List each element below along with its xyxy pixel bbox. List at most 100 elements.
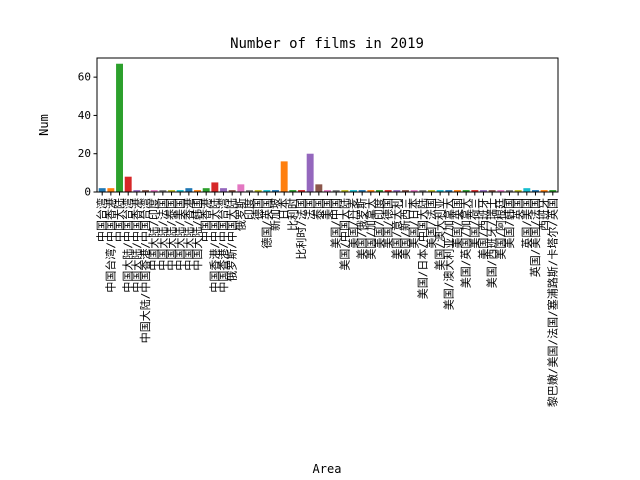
x-tick-label: 中国香港/中国台湾 [216, 198, 230, 293]
x-tick-label: 中国大陆/印度 [147, 198, 161, 271]
bar [549, 190, 557, 192]
bar [133, 190, 141, 192]
x-tick-label: 英国/美国/法国 [528, 198, 542, 277]
x-tick-label: 美国/法国 [424, 198, 438, 249]
x-tick-label: 美国/意大利 [389, 198, 403, 260]
x-tick-label: 中国香港/中国大陆 [207, 198, 221, 293]
bar [532, 190, 539, 192]
x-tick-label: 中国台湾 [95, 198, 109, 242]
x-tick-label: 中国香港 [200, 198, 213, 242]
x-tick-label: 英国/美国 [519, 198, 533, 249]
bar [454, 190, 461, 192]
bar [410, 190, 418, 192]
bar [480, 190, 487, 192]
bar [315, 184, 323, 192]
y-axis: 0 20 40 60 [78, 71, 97, 199]
x-tick-label: 中国大陆/香港 [181, 198, 195, 271]
x-tick-label: 中国大陆/中国香港/中国台湾 [138, 198, 152, 343]
bar [506, 190, 513, 192]
bar [202, 188, 210, 192]
x-tick-label: 美国/西班牙 [477, 198, 490, 260]
bar [350, 190, 357, 192]
bar [393, 190, 401, 192]
x-tick-label: 中国大陆/韩国 [190, 198, 204, 271]
x-tick-label: 德国/英国 [259, 198, 273, 249]
x-tick-label: 美国/中国 [330, 198, 343, 249]
x-tick-label: 美国/荷兰 [468, 198, 481, 249]
x-tick-label: 美国/阿根廷 [493, 198, 507, 260]
bar [376, 190, 383, 192]
x-tick-label: 中国大陆/法国 [155, 198, 169, 271]
bar [116, 63, 123, 192]
x-tick-label: 日本 [277, 198, 291, 220]
bar [272, 190, 279, 192]
x-tick-label: 德国 [251, 198, 265, 220]
bar [488, 190, 496, 192]
bar [142, 190, 149, 192]
bar [107, 188, 115, 192]
bar [332, 190, 340, 192]
bar [280, 161, 288, 192]
x-tick-label: 美国 [321, 198, 334, 220]
x-tick-label: 印度 [242, 198, 256, 220]
x-tick-label: 美国/日本 [407, 198, 421, 249]
x-tick-label: 英国 [511, 198, 525, 220]
bar [194, 190, 201, 192]
y-axis-label: Num [37, 114, 51, 136]
x-tick-label: 新加坡 [268, 198, 282, 231]
bar [289, 190, 297, 192]
x-tick-label: 美国/俄罗斯 [356, 198, 369, 260]
bar [124, 176, 132, 192]
bar [150, 190, 158, 192]
x-tick-label: 俄罗斯/中国大陆 [225, 198, 239, 282]
bar [402, 190, 409, 192]
bar [419, 190, 427, 192]
bar [263, 190, 271, 192]
plot-frame [96, 57, 559, 193]
bar [159, 190, 167, 192]
chart-title: Number of films in 2019 [230, 36, 424, 52]
bar [185, 188, 193, 192]
x-tick-label: 中国大陆 [112, 198, 126, 242]
bar [358, 190, 366, 192]
bar [220, 188, 227, 192]
x-tick-label: 中国大陆/中国香港 [129, 198, 143, 293]
bar [298, 190, 305, 192]
x-tick-label: 西班牙 [538, 198, 551, 231]
bar [211, 182, 219, 192]
bar [228, 190, 236, 192]
x-tick-label: 美国/新西兰 [398, 198, 412, 260]
x-tick-label: 美国/印度 [372, 198, 386, 249]
bar [341, 190, 349, 192]
bar [246, 190, 253, 192]
x-tick-label: 美国/日本/中国大陆 [415, 198, 429, 299]
y-tick-label: 60 [78, 71, 91, 84]
x-tick-label: 美国/西班牙/瑞士 [485, 198, 499, 288]
bar [168, 190, 175, 192]
x-tick-label: 中国大陆/中国台湾 [121, 198, 135, 293]
x-tick-label: 中国台湾/中国香港 [103, 198, 117, 293]
bar [540, 190, 548, 192]
x-tick-label: 美国/英国 [450, 198, 464, 249]
y-tick-label: 0 [84, 186, 91, 199]
bar [306, 153, 314, 192]
bar [98, 188, 106, 192]
bar [237, 184, 245, 192]
y-tick-label: 40 [78, 109, 91, 122]
x-tick-label: 泰国 [311, 198, 325, 220]
x-tick-label: 比利时 [286, 198, 299, 231]
x-tick-label: 美国/韩国 [502, 198, 516, 249]
bar [436, 190, 444, 192]
x-tick-label: 中国大陆/泰国 [164, 198, 178, 271]
x-tick-label: 法国 [303, 198, 317, 220]
bar [254, 190, 262, 192]
x-axis: 中国台湾中国台湾/中国香港中国大陆中国大陆/中国台湾中国大陆/中国香港中国大陆/… [95, 192, 559, 407]
bar [497, 190, 505, 192]
x-tick-label: 美国/丹麦 [347, 198, 360, 249]
bar [471, 190, 479, 192]
bar [523, 188, 531, 192]
bar [514, 190, 522, 192]
x-tick-label: 美国/澳大利亚 [433, 198, 447, 271]
